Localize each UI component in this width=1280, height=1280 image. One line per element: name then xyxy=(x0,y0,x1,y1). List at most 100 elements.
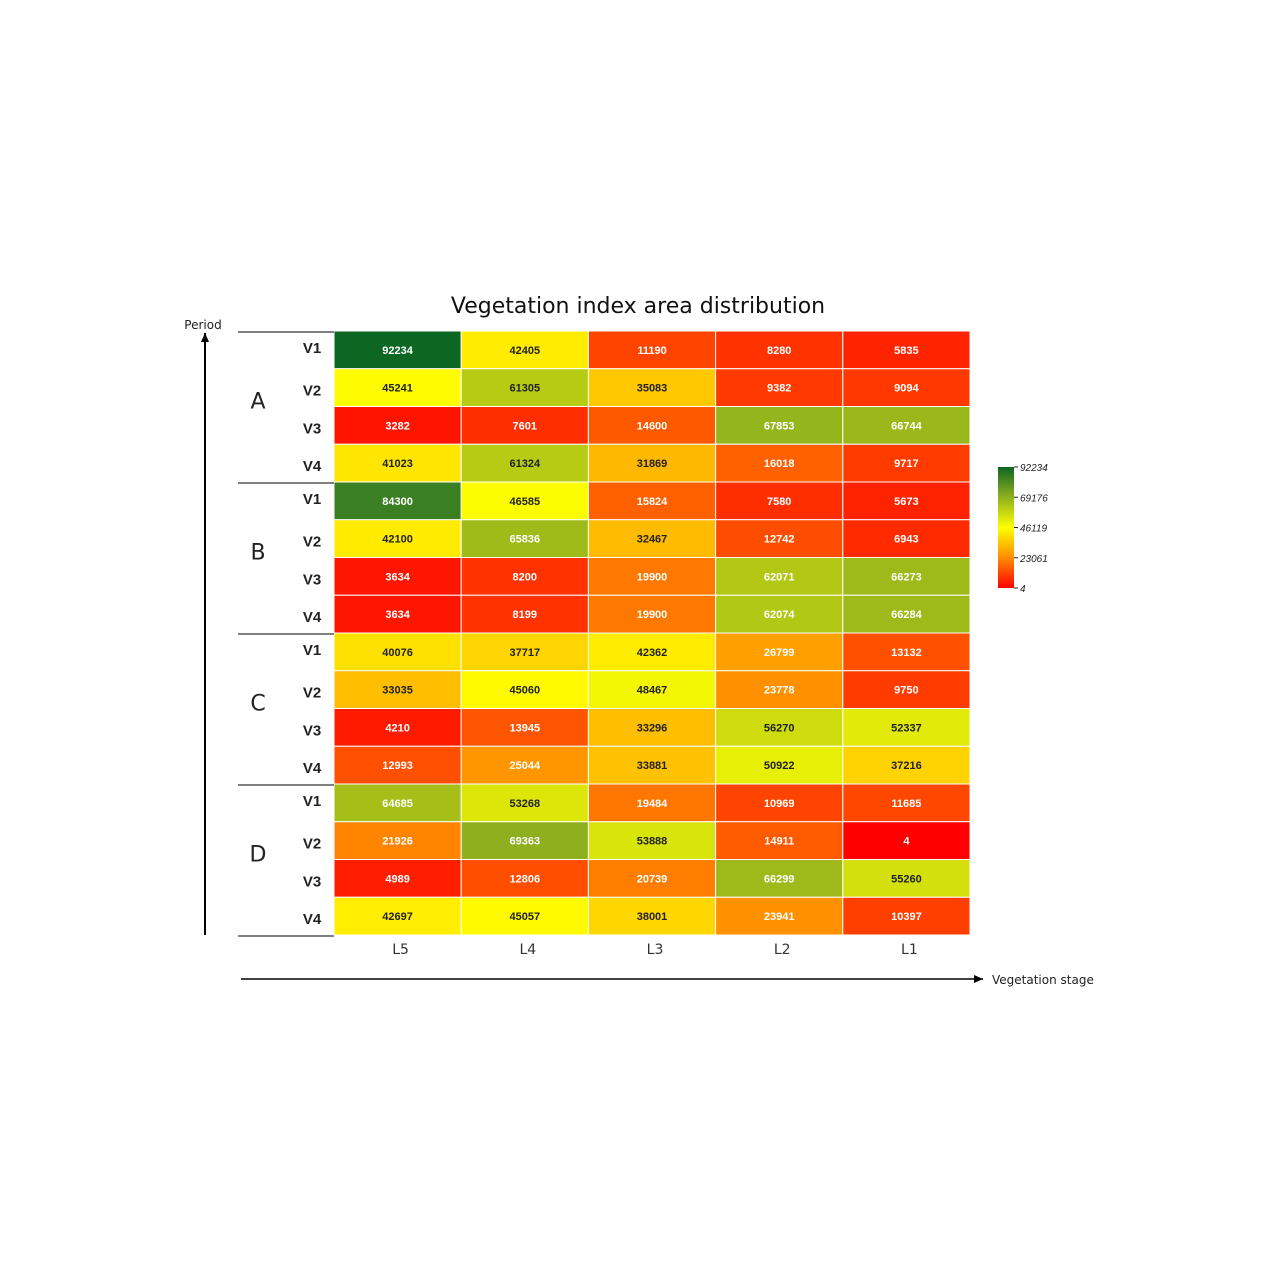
cell-value-label: 42362 xyxy=(637,647,668,659)
chart-title: Vegetation index area distribution xyxy=(451,294,825,319)
heatmap-cell xyxy=(333,594,462,634)
cell-value-label: 5835 xyxy=(894,345,918,357)
row-label: V1 xyxy=(303,491,321,508)
cell-value-label: 5673 xyxy=(894,496,918,508)
cell-value-label: 7601 xyxy=(513,420,537,432)
heatmap-cell xyxy=(842,896,971,936)
cell-value-label: 53268 xyxy=(510,798,541,810)
heatmap-cell xyxy=(715,821,844,860)
heatmap-cell xyxy=(587,481,717,521)
row-label: V1 xyxy=(303,642,321,659)
cell-value-label: 66744 xyxy=(891,420,922,432)
heatmap-cell xyxy=(587,443,717,483)
legend-tick-label: 23061 xyxy=(1019,554,1048,565)
row-label: V3 xyxy=(303,873,321,890)
row-label: V3 xyxy=(303,420,321,437)
cell-value-label: 4 xyxy=(903,836,910,848)
cell-value-label: 19900 xyxy=(637,609,668,621)
cell-value-label: 3634 xyxy=(385,571,410,583)
cell-value-label: 26799 xyxy=(764,647,795,659)
cell-value-label: 4989 xyxy=(385,873,409,885)
heatmap-cell xyxy=(715,896,844,936)
heatmap-cell xyxy=(460,443,589,483)
cell-value-label: 65836 xyxy=(510,534,541,546)
group-labels: A B C D xyxy=(250,390,267,868)
legend-tick-label: 92234 xyxy=(1020,463,1048,474)
heatmap-cell xyxy=(333,519,462,558)
heatmap-cell xyxy=(842,406,971,445)
heatmap-cell xyxy=(842,557,971,596)
cell-value-label: 11190 xyxy=(637,345,666,357)
cell-value-label: 45057 xyxy=(510,911,541,923)
cell-value-label: 16018 xyxy=(764,458,795,470)
heatmap-cell xyxy=(333,670,462,709)
heatmap-cell xyxy=(333,557,462,596)
cell-value-label: 69363 xyxy=(510,836,541,848)
heatmap-cell xyxy=(333,330,462,370)
group-label: A xyxy=(250,390,265,415)
heatmap-cell xyxy=(333,821,462,860)
column-label: L1 xyxy=(901,942,918,958)
cell-value-label: 20739 xyxy=(637,873,668,885)
heatmap-cell xyxy=(715,708,844,747)
cell-value-label: 8199 xyxy=(513,609,537,621)
cell-value-label: 3634 xyxy=(385,609,410,621)
cell-value-label: 31869 xyxy=(637,458,668,470)
heatmap-cell xyxy=(333,708,462,747)
cell-value-label: 35083 xyxy=(637,383,668,395)
heatmap-cell xyxy=(842,783,971,823)
cell-value-label: 12742 xyxy=(764,534,795,546)
heatmap-cell xyxy=(715,406,844,445)
heatmap-cell xyxy=(333,632,462,672)
heatmap-cell xyxy=(715,783,844,823)
heatmap-cell xyxy=(460,519,589,558)
cell-value-label: 38001 xyxy=(637,911,668,923)
heatmap-cell xyxy=(460,632,589,672)
heatmap-cell xyxy=(460,406,589,445)
row-label: V3 xyxy=(303,571,321,588)
group-label: B xyxy=(250,541,265,566)
cell-value-label: 6943 xyxy=(894,534,918,546)
legend-tick-label: 4 xyxy=(1020,584,1026,595)
heatmap-cell xyxy=(715,745,844,785)
cell-value-label: 55260 xyxy=(891,873,922,885)
column-label: L2 xyxy=(774,942,791,958)
row-label: V2 xyxy=(303,685,321,702)
row-label: V2 xyxy=(303,383,321,400)
cell-value-label: 37717 xyxy=(510,647,541,659)
row-labels: V1 V2 V3 V4 V1 V2 V3 V4 V1 V2 V3 V4 V1 V2 V3 V4 xyxy=(303,340,322,928)
legend-tick-label: 69176 xyxy=(1020,493,1048,504)
heatmap-cell xyxy=(842,670,971,709)
cell-value-label: 19484 xyxy=(637,798,668,810)
cell-value-label: 66273 xyxy=(891,571,922,583)
cell-value-label: 45060 xyxy=(510,685,541,697)
cell-value-label: 10397 xyxy=(891,911,922,923)
cell-value-label: 61324 xyxy=(510,458,541,470)
cell-value-label: 9750 xyxy=(894,685,918,697)
cell-value-label: 42100 xyxy=(382,534,413,546)
cell-value-label: 84300 xyxy=(382,496,413,508)
cell-value-label: 45241 xyxy=(382,383,413,395)
heatmap-cell xyxy=(460,745,589,785)
cell-value-label: 3282 xyxy=(385,420,409,432)
heatmap-cell xyxy=(333,443,462,483)
cell-value-label: 13132 xyxy=(891,647,922,659)
group-label: D xyxy=(250,843,267,868)
heatmap-cell xyxy=(333,783,462,823)
cell-value-label: 9094 xyxy=(894,383,919,395)
cell-value-label: 67853 xyxy=(764,420,795,432)
cell-value-label: 8280 xyxy=(767,345,791,357)
cell-value-label: 11685 xyxy=(891,798,921,810)
legend-tick-label: 46119 xyxy=(1020,524,1048,535)
heatmap-cell xyxy=(842,443,971,483)
row-label: V4 xyxy=(303,458,322,475)
heatmap-cell xyxy=(587,406,717,445)
heatmap-cell xyxy=(715,330,844,370)
row-label: V4 xyxy=(303,760,322,777)
cell-value-label: 40076 xyxy=(382,647,413,659)
cell-value-label: 41023 xyxy=(382,458,413,470)
column-label: L5 xyxy=(392,942,409,958)
cell-value-label: 12993 xyxy=(382,760,413,772)
heatmap-cell xyxy=(587,708,717,747)
